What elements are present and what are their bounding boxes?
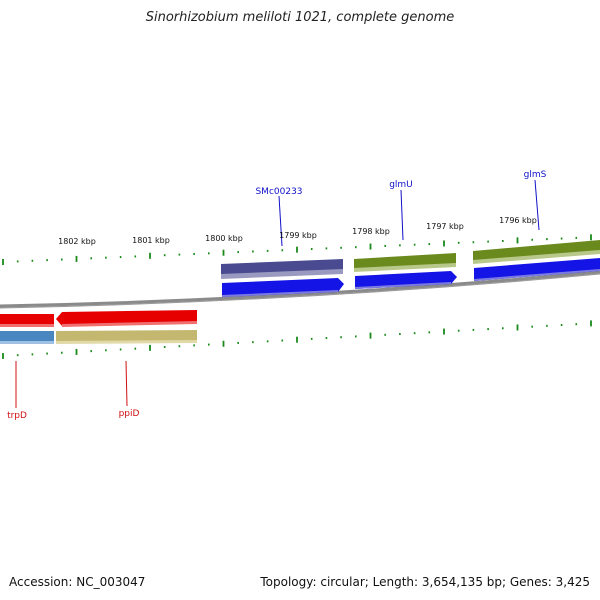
ppid-feature[interactable] xyxy=(56,330,197,343)
ppid-feature-shade xyxy=(56,340,197,344)
tick-label: 1798 kbp xyxy=(352,227,390,236)
trpd-cds[interactable] xyxy=(0,314,54,326)
genome-backbone-shadow xyxy=(0,273,600,309)
tick-label: 1797 kbp xyxy=(426,222,464,231)
glmu-cds-shade xyxy=(355,282,451,289)
smc00233-feature-shade xyxy=(221,269,343,279)
upper-tick-row xyxy=(2,234,592,265)
gene-label-ppid[interactable]: ppiD xyxy=(119,409,140,419)
tick-label: 1800 kbp xyxy=(205,234,243,243)
lower-tick-row xyxy=(2,320,592,359)
glmu-feature-shade xyxy=(354,263,456,272)
map-title: Sinorhizobium meliloti 1021, complete ge… xyxy=(145,10,455,25)
trpd-cds-shade xyxy=(0,324,54,327)
ppid-cds-shade xyxy=(62,321,197,327)
trpd-feature-shade xyxy=(0,341,54,344)
glmu-leader xyxy=(400,189,404,241)
smc00233-leader xyxy=(278,195,283,247)
glms-cds[interactable] xyxy=(474,258,600,281)
glms-cds-shade xyxy=(474,269,600,281)
glms-feature[interactable] xyxy=(473,240,600,263)
tick-label: 1796 kbp xyxy=(499,216,537,225)
gene-label-smc00233[interactable]: SMc00233 xyxy=(255,187,302,197)
ppid-leader xyxy=(125,360,128,407)
tick-label: 1802 kbp xyxy=(58,237,96,246)
gene-label-trpd[interactable]: trpD xyxy=(7,411,27,421)
trpd-feature[interactable] xyxy=(0,331,54,343)
glms-feature-shade xyxy=(473,250,600,264)
gene-label-glms[interactable]: glmS xyxy=(524,170,547,180)
genome-summary: Topology: circular; Length: 3,654,135 bp… xyxy=(260,575,590,589)
tick-label: 1799 kbp xyxy=(279,231,317,240)
tick-label: 1801 kbp xyxy=(132,236,170,245)
glms-leader xyxy=(534,179,540,231)
accession-label: Accession: NC_003047 xyxy=(9,575,146,589)
smc00233-cds-shade xyxy=(222,290,338,297)
genome-backbone xyxy=(0,270,600,308)
gene-label-glmu[interactable]: glmU xyxy=(389,180,413,190)
